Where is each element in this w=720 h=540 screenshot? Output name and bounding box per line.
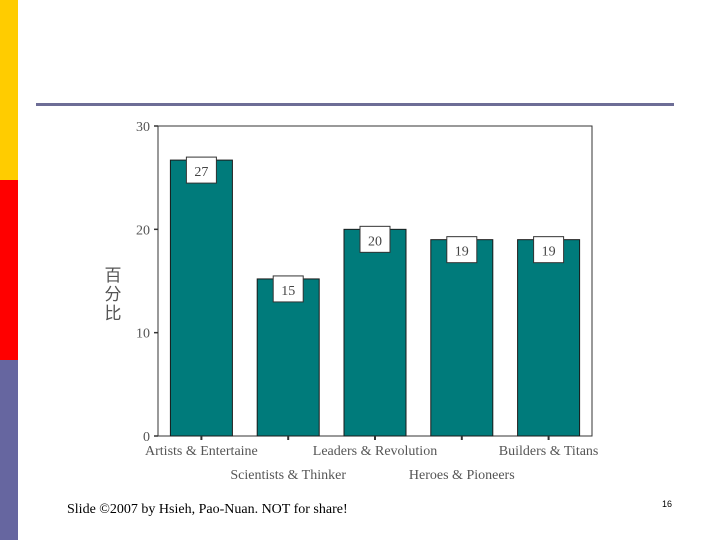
x-category-label: Scientists & Thinker [230,468,346,483]
side-bar-yellow [0,0,18,180]
x-category-label: Leaders & Revolution [313,444,437,459]
y-tick-label: 10 [136,327,150,342]
x-category-label: Heroes & Pioneers [409,468,515,483]
x-category-label: Artists & Entertaine [145,444,258,459]
side-bar-red [0,180,18,360]
data-label: 20 [368,234,382,249]
bar [343,228,407,437]
data-label-box [185,156,217,184]
data-label-box [272,275,304,303]
y-axis-label-char: 分 [105,285,122,305]
data-label-box [359,225,391,253]
title-rule [36,103,674,106]
x-category-label: Builders & Titans [499,444,599,459]
data-label: 15 [281,284,295,299]
page-number: 16 [662,499,673,509]
y-tick-label: 30 [136,120,150,135]
y-axis-label-char: 比 [105,304,122,324]
data-label-box [446,236,478,264]
y-axis-label-char: 百 [105,266,122,286]
bar [169,159,233,437]
y-tick-label: 0 [143,430,150,445]
data-label: 27 [194,165,208,180]
bar [430,239,494,437]
slide-footer: Slide ©2007 by Hsieh, Pao-Nuan. NOT for … [67,502,348,517]
data-label-box [533,236,565,264]
data-label: 19 [455,245,469,260]
bar [517,239,581,437]
bar [256,278,320,437]
data-label: 19 [542,245,556,260]
side-bar-blue [0,360,18,540]
y-tick-label: 20 [136,223,150,238]
